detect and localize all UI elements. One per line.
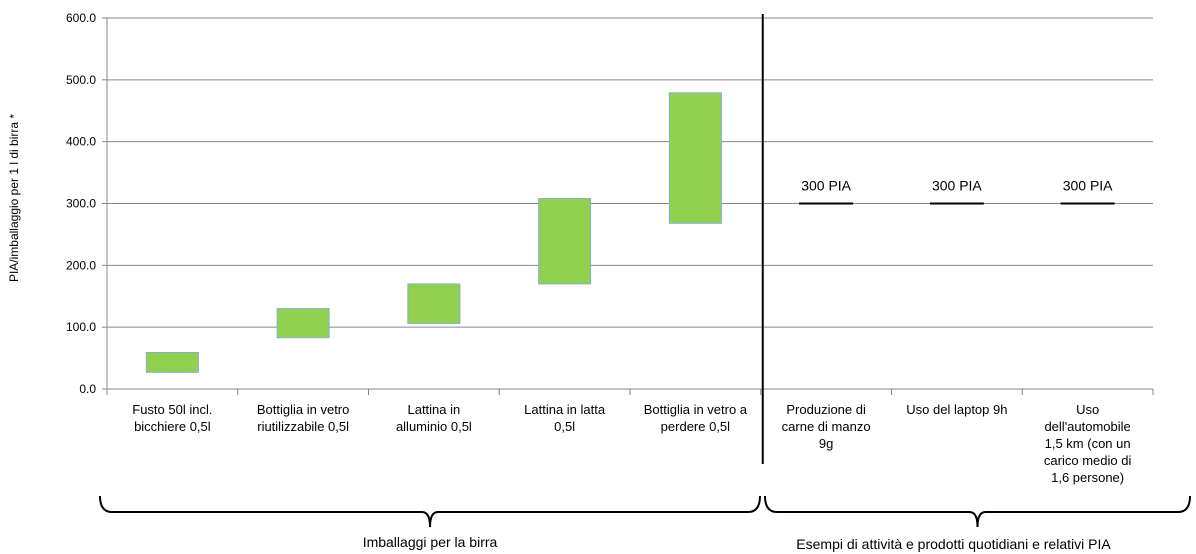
x-tick-label: 9g bbox=[819, 436, 833, 451]
y-tick-label: 100.0 bbox=[66, 320, 96, 334]
y-tick-label: 300.0 bbox=[66, 197, 96, 211]
reference-label: 300 PIA bbox=[1063, 178, 1113, 194]
x-tick-label: Produzione di bbox=[786, 402, 866, 417]
x-tick-label: Lattina in bbox=[407, 402, 460, 417]
x-tick-label: Lattina in latta bbox=[524, 402, 606, 417]
x-tick-label: Bottiglia in vetro a bbox=[644, 402, 748, 417]
y-tick-label: 0.0 bbox=[79, 382, 96, 396]
y-tick-label: 600.0 bbox=[66, 11, 96, 25]
range-bar bbox=[145, 352, 199, 373]
reference-label: 300 PIA bbox=[932, 178, 982, 194]
group-label: Esempi di attività e prodotti quotidiani… bbox=[796, 536, 1111, 552]
y-tick-label: 200.0 bbox=[66, 258, 96, 272]
range-bar bbox=[276, 308, 330, 339]
x-tick-label: riutilizzabile 0,5l bbox=[257, 419, 349, 434]
reference-label: 300 PIA bbox=[801, 178, 851, 194]
y-tick-label: 400.0 bbox=[66, 135, 96, 149]
x-tick-label: 0,5l bbox=[554, 419, 575, 434]
x-tick-label: Bottiglia in vetro bbox=[257, 402, 350, 417]
bracket-daily-examples bbox=[764, 495, 1191, 528]
x-tick-label: 1,6 persone) bbox=[1051, 470, 1124, 485]
gridlines bbox=[107, 17, 1153, 328]
range-bar bbox=[407, 283, 461, 324]
group-brackets: Imballaggi per la birra Esempi di attivit… bbox=[99, 495, 1191, 552]
x-tick-label: Uso del laptop 9h bbox=[906, 402, 1007, 417]
y-axis-label: PIA/imballaggio per 1 l di birra * bbox=[7, 114, 21, 282]
y-tick-labels: 0.0 100.0 200.0 300.0 400.0 500.0 600.0 bbox=[66, 11, 96, 396]
x-tick-label: alluminio 0,5l bbox=[396, 419, 472, 434]
range-bar bbox=[668, 92, 722, 224]
x-tick-label: dell'automobile bbox=[1044, 419, 1130, 434]
x-tick-label: perdere 0,5l bbox=[661, 419, 730, 434]
group-label: Imballaggi per la birra bbox=[363, 534, 498, 550]
range-bar bbox=[538, 198, 592, 285]
x-tick-labels: Fusto 50l incl. bicchiere 0,5l Bottiglia i… bbox=[132, 402, 1131, 485]
x-tick-label: bicchiere 0,5l bbox=[134, 419, 211, 434]
bars bbox=[145, 92, 722, 373]
x-tick-label: carico medio di bbox=[1044, 453, 1132, 468]
x-tick-label: Uso bbox=[1076, 402, 1099, 417]
reference-markers: 300 PIA 300 PIA 300 PIA bbox=[799, 178, 1115, 205]
y-tick-label: 500.0 bbox=[66, 73, 96, 87]
axes bbox=[102, 14, 1154, 464]
x-tick-label: 1,5 km (con un bbox=[1045, 436, 1131, 451]
x-tick-label: carne di manzo bbox=[782, 419, 871, 434]
x-tick-label: Fusto 50l incl. bbox=[132, 402, 212, 417]
bracket-beer-packaging bbox=[99, 495, 761, 528]
